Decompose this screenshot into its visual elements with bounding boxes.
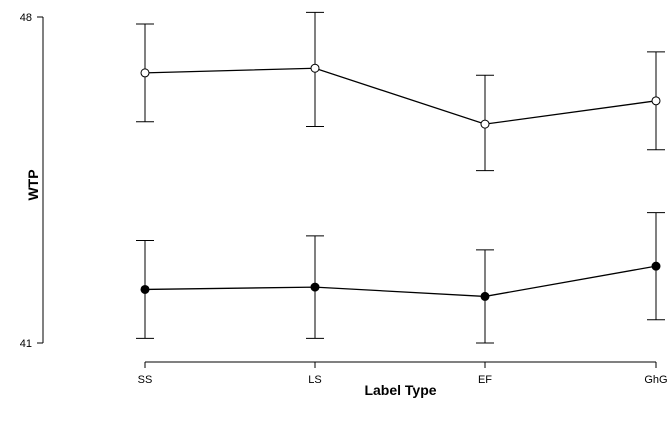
axes: 41 48 SS LS EF GhG [20,12,668,386]
y-tick-label: 41 [20,338,32,350]
data-point [310,63,320,73]
series-layer [136,11,665,344]
x-tick-label: EF [478,374,492,386]
y-tick-label: 48 [20,12,32,24]
x-tick-label: LS [308,374,321,386]
series-line [144,265,657,298]
data-point [651,96,661,106]
data-point [140,284,150,294]
series-line [144,67,657,125]
data-point [480,119,490,129]
data-point [480,291,490,301]
data-point [310,282,320,292]
y-ticks: 41 48 [20,12,43,350]
series-1 [136,11,665,172]
y-axis-title: WTP [25,169,41,200]
x-tick-label: GhG [644,374,667,386]
x-axis-title: Label Type [364,382,436,398]
series-2 [136,212,665,344]
x-ticks: SS LS EF GhG [138,362,668,386]
data-point [651,261,661,271]
x-tick-label: SS [138,374,153,386]
data-point [140,68,150,78]
